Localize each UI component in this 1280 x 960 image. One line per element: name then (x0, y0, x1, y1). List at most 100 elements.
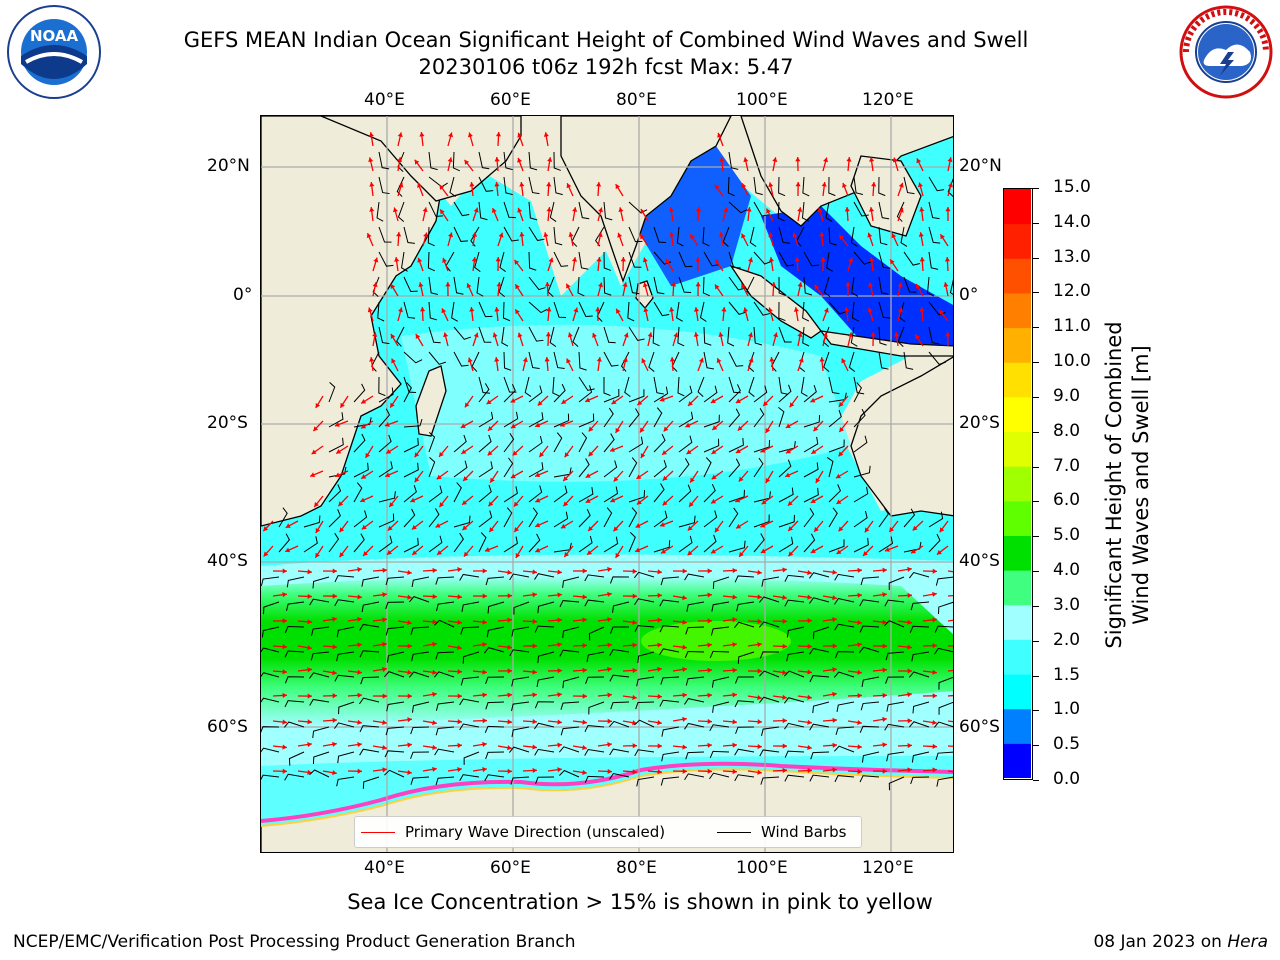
wind-barb (510, 701, 530, 712)
wave-direction-arrowhead (482, 593, 487, 599)
wind-barb (888, 576, 905, 591)
wind-barb (850, 326, 858, 347)
wind-barb (678, 385, 693, 403)
wave-direction-arrowhead (382, 641, 387, 647)
wave-direction-arrow (947, 770, 953, 773)
wave-direction-arrowhead (387, 525, 393, 531)
wave-direction-arrowhead (557, 719, 562, 725)
wave-direction-arrowhead (391, 358, 396, 364)
wind-barb (634, 719, 655, 728)
wind-barb (453, 276, 464, 295)
wind-barb (603, 376, 611, 397)
wind-barb (485, 751, 505, 760)
wind-barb (809, 723, 830, 731)
wave-direction-arrowhead (432, 619, 437, 625)
wind-barb (678, 411, 694, 428)
lon-label-bottom-40e: 40°E (364, 858, 405, 878)
wave-direction-arrowhead (632, 642, 637, 648)
wave-direction-arrowhead (765, 427, 771, 433)
wind-barb (736, 601, 755, 612)
wave-direction-arrowhead (457, 645, 462, 651)
wind-barb (261, 647, 280, 653)
wave-direction-arrowhead (532, 618, 537, 625)
wind-barb (728, 540, 746, 553)
wind-barb (435, 651, 455, 660)
wind-barb (434, 619, 455, 628)
wind-barb (833, 745, 855, 753)
wind-barb (928, 351, 946, 365)
wind-barb (553, 485, 568, 503)
wave-direction-arrowhead (382, 567, 387, 573)
wind-barb (312, 726, 330, 739)
lon-label-top-80e: 80°E (616, 90, 657, 110)
wind-barb (303, 515, 321, 528)
wind-barb (758, 621, 780, 628)
wind-barb (459, 723, 480, 731)
wind-barb (884, 620, 905, 628)
wave-direction-arrowhead (663, 426, 669, 432)
wave-direction-arrowhead (443, 332, 449, 338)
wind-barb (853, 382, 862, 403)
sea-ice-note: Sea Ice Concentration > 15% is shown in … (347, 890, 933, 914)
wind-barb (486, 626, 505, 638)
wind-barb (503, 507, 513, 528)
wave-direction-arrowhead (714, 284, 720, 290)
wind-barb (678, 458, 690, 478)
wave-direction-arrowhead (807, 643, 812, 650)
wind-barb (553, 511, 569, 528)
wave-direction-arrowhead (832, 691, 837, 697)
wind-barb (378, 535, 393, 553)
wave-direction-arrowhead (689, 501, 694, 507)
wind-barb (759, 749, 780, 757)
colorbar-swatch (1004, 743, 1031, 779)
wave-direction-arrowhead (711, 449, 717, 454)
wave-direction-arrowhead (568, 232, 574, 238)
colorbar-swatches (1004, 189, 1031, 779)
wave-direction-arrowhead (412, 550, 418, 555)
wave-direction-arrowhead (407, 669, 412, 675)
wave-direction-arrowhead (423, 232, 429, 238)
wind-barb (728, 251, 741, 269)
wave-direction-arrowhead (891, 233, 897, 239)
wave-direction-arrowhead (439, 451, 444, 457)
colorbar-tick-label: 15.0 (1053, 177, 1091, 197)
wave-direction-arrowhead (712, 425, 718, 431)
wave-direction-arrowhead (932, 568, 937, 574)
wind-barb (535, 776, 555, 785)
wind-barb (850, 226, 858, 247)
wave-direction-arrowhead (919, 257, 925, 262)
wind-barb (501, 326, 509, 347)
wave-direction-arrowhead (665, 258, 671, 264)
colorbar-tick-label: 6.0 (1053, 490, 1081, 511)
wave-direction-arrowhead (585, 397, 591, 403)
wave-direction-arrowhead (716, 358, 722, 364)
wave-direction-arrowhead (932, 719, 937, 726)
wind-barb (635, 701, 655, 710)
wave-direction-arrowhead (532, 692, 537, 698)
colorbar-tick (1033, 327, 1039, 329)
wave-direction-arrowhead (932, 643, 937, 649)
wind-barb (878, 301, 891, 319)
wave-direction-arrowhead (357, 742, 362, 748)
wave-direction-arrowhead (857, 768, 862, 775)
wind-barb (435, 701, 455, 711)
wind-barb (678, 276, 692, 293)
wind-barb (861, 751, 880, 763)
wind-barb (334, 599, 355, 607)
wave-direction-arrowhead (307, 619, 312, 625)
wave-direction-arrowhead (890, 259, 895, 265)
wind-barb (878, 351, 889, 370)
lat-label-left-60s: 60°S (207, 717, 248, 737)
wind-barb (703, 326, 712, 346)
wind-barb (678, 484, 692, 503)
wave-direction-arrowhead (867, 307, 873, 313)
wave-direction-arrowhead (797, 207, 803, 212)
wind-barb (328, 484, 342, 503)
wind-barb (534, 722, 555, 730)
wave-direction-arrowhead (810, 397, 816, 403)
wave-direction-arrowhead (457, 619, 462, 625)
wave-direction-arrowhead (489, 527, 495, 533)
wave-direction-arrowhead (539, 452, 545, 458)
wave-direction-arrowhead (437, 550, 443, 555)
wave-direction-arrowhead (819, 357, 825, 362)
